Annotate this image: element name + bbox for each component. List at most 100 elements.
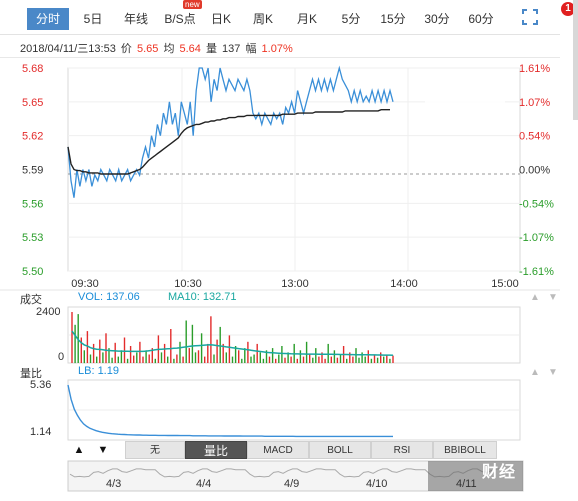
price-y-tick-right: 1.07% bbox=[519, 97, 550, 109]
indicator-boll-button[interactable]: BOLL bbox=[309, 441, 371, 459]
side-scroll-strip bbox=[573, 0, 578, 120]
volume-bar bbox=[185, 320, 187, 363]
volume-bar bbox=[194, 352, 197, 363]
volume-up-arrow-icon[interactable]: ▲ bbox=[530, 292, 540, 303]
price-y-tick-left: 5.53 bbox=[22, 232, 43, 244]
nav-date-1: 4/3 bbox=[106, 478, 122, 490]
volume-legend: VOL: 137.06 bbox=[78, 291, 140, 303]
volume-bar bbox=[89, 354, 92, 363]
scroll-up-icon[interactable]: ▲ bbox=[73, 444, 85, 456]
price-label: 价 bbox=[120, 43, 132, 55]
tab-bs-points[interactable]: B/S点 bbox=[164, 12, 196, 26]
price-y-tick-right: -1.61% bbox=[519, 266, 554, 278]
new-badge: new bbox=[183, 0, 202, 9]
volume-bar bbox=[250, 356, 252, 363]
period-tab-bar: 分时 5日 年线 B/S点 日K 周K 月K 5分 15分 30分 60分 ne… bbox=[0, 0, 575, 35]
volume-bar bbox=[163, 343, 166, 363]
volume-bar bbox=[302, 356, 305, 363]
volume-bar bbox=[312, 357, 314, 363]
indicator-none-button[interactable]: 无 bbox=[125, 441, 185, 459]
indicator-bbiboll-button[interactable]: BBIBOLL bbox=[433, 441, 497, 459]
volume-bar bbox=[179, 341, 181, 364]
volume-bar bbox=[117, 356, 119, 363]
volume-bar bbox=[241, 358, 243, 364]
volume-bar bbox=[99, 339, 101, 363]
tab-intraday[interactable]: 分时 bbox=[27, 8, 69, 30]
tab-15min[interactable]: 15分 bbox=[380, 12, 406, 26]
quote-info-line: 2018/04/11/三13:53 价 5.65 均 5.64 量 137 幅 … bbox=[20, 40, 295, 56]
volume-bar bbox=[247, 341, 249, 364]
tab-daily-k[interactable]: 日K bbox=[210, 12, 231, 26]
volume-bar bbox=[373, 354, 376, 363]
volume-bar bbox=[259, 352, 261, 363]
volume-bar bbox=[336, 357, 339, 363]
average-price-line bbox=[67, 109, 390, 175]
volume-bar bbox=[290, 356, 292, 363]
volume-bar bbox=[330, 356, 332, 363]
indicator-macd-button[interactable]: MACD bbox=[247, 441, 309, 459]
tab-yearly[interactable]: 年线 bbox=[123, 12, 148, 26]
scroll-down-icon[interactable]: ▼ bbox=[97, 444, 109, 456]
volume-bar bbox=[197, 350, 200, 364]
volume-bar bbox=[318, 356, 320, 363]
volume-bar bbox=[145, 350, 147, 364]
volume-bar bbox=[392, 355, 394, 363]
volume-down-arrow-icon[interactable]: ▼ bbox=[548, 292, 558, 303]
volume-ma10-line bbox=[71, 330, 394, 356]
volume-bar bbox=[108, 348, 110, 363]
volume-tick-min: 0 bbox=[58, 351, 65, 363]
time-tick-label: 10:30 bbox=[174, 278, 202, 290]
volume-bar bbox=[309, 354, 311, 363]
tab-weekly-k[interactable]: 周K bbox=[252, 12, 273, 26]
volume-ratio-line bbox=[67, 384, 393, 438]
volume-panel-title: 成交 bbox=[20, 294, 42, 306]
tab-5day[interactable]: 5日 bbox=[83, 12, 103, 26]
volume-bar bbox=[105, 333, 107, 364]
volume-bar bbox=[358, 357, 360, 363]
ratio-down-arrow-icon[interactable]: ▼ bbox=[548, 367, 558, 378]
fullscreen-icon[interactable] bbox=[521, 8, 539, 26]
volume-bar bbox=[210, 316, 212, 364]
ratio-panel-title: 量比 bbox=[20, 368, 42, 380]
nav-date-2: 4/4 bbox=[196, 478, 212, 490]
volume-bar bbox=[333, 350, 336, 364]
volume-bar bbox=[154, 358, 156, 364]
price-y-ticks-left: 5.68 5.65 5.62 5.59 5.56 5.53 5.50 bbox=[22, 63, 43, 278]
price-y-tick-left: 5.50 bbox=[22, 266, 43, 278]
tab-30min[interactable]: 30分 bbox=[424, 12, 450, 26]
volume-bar bbox=[339, 354, 342, 363]
volume-bar bbox=[228, 335, 231, 363]
volume-bar bbox=[160, 352, 163, 363]
indicator-rsi-button[interactable]: RSI bbox=[371, 441, 433, 459]
tab-60min[interactable]: 60分 bbox=[468, 12, 494, 26]
volume-bar bbox=[170, 329, 172, 363]
volume-bar bbox=[234, 346, 237, 363]
volume-bar bbox=[281, 346, 283, 363]
ratio-up-arrow-icon[interactable]: ▲ bbox=[530, 367, 540, 378]
volume-bar bbox=[204, 356, 206, 363]
tab-5min[interactable]: 5分 bbox=[341, 12, 361, 26]
brand-watermark: 财经 bbox=[482, 464, 517, 481]
volume-bar bbox=[380, 352, 382, 363]
volume-bar bbox=[191, 324, 194, 364]
navigator-selection[interactable] bbox=[428, 461, 523, 491]
notification-badge[interactable]: 1 bbox=[561, 2, 575, 16]
amplitude-label: 幅 bbox=[245, 43, 257, 55]
indicator-volume-ratio-button[interactable]: 量比 bbox=[185, 441, 247, 459]
watermark-blur bbox=[425, 92, 505, 110]
volume-bar bbox=[111, 357, 113, 363]
volume-bar bbox=[126, 358, 129, 364]
price-y-tick-left: 5.56 bbox=[22, 198, 43, 210]
volume-bar bbox=[129, 346, 132, 363]
volume-bar bbox=[151, 348, 153, 363]
time-tick-label: 15:00 bbox=[491, 278, 519, 290]
volume-bar bbox=[321, 352, 323, 363]
volume-bar bbox=[133, 355, 135, 363]
volume-bar bbox=[355, 348, 357, 363]
volume-bar bbox=[207, 343, 209, 363]
volume-tick-max: 2400 bbox=[36, 306, 61, 318]
tab-monthly-k[interactable]: 月K bbox=[296, 12, 317, 26]
volume-bar bbox=[315, 348, 317, 363]
price-line bbox=[67, 65, 394, 198]
ma10-legend: MA10: 132.71 bbox=[168, 291, 237, 303]
